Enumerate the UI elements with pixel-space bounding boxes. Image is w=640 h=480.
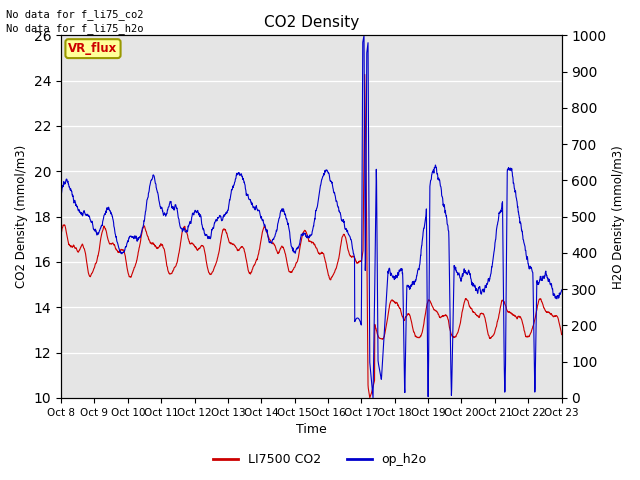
- Title: CO2 Density: CO2 Density: [264, 15, 359, 30]
- Text: VR_flux: VR_flux: [68, 42, 118, 55]
- Text: No data for f_li75_h2o: No data for f_li75_h2o: [6, 23, 144, 34]
- X-axis label: Time: Time: [296, 423, 326, 436]
- Text: No data for f_li75_co2: No data for f_li75_co2: [6, 9, 144, 20]
- Legend: LI7500 CO2, op_h2o: LI7500 CO2, op_h2o: [209, 448, 431, 471]
- Y-axis label: CO2 Density (mmol/m3): CO2 Density (mmol/m3): [15, 145, 28, 288]
- Y-axis label: H2O Density (mmol/m3): H2O Density (mmol/m3): [612, 145, 625, 288]
